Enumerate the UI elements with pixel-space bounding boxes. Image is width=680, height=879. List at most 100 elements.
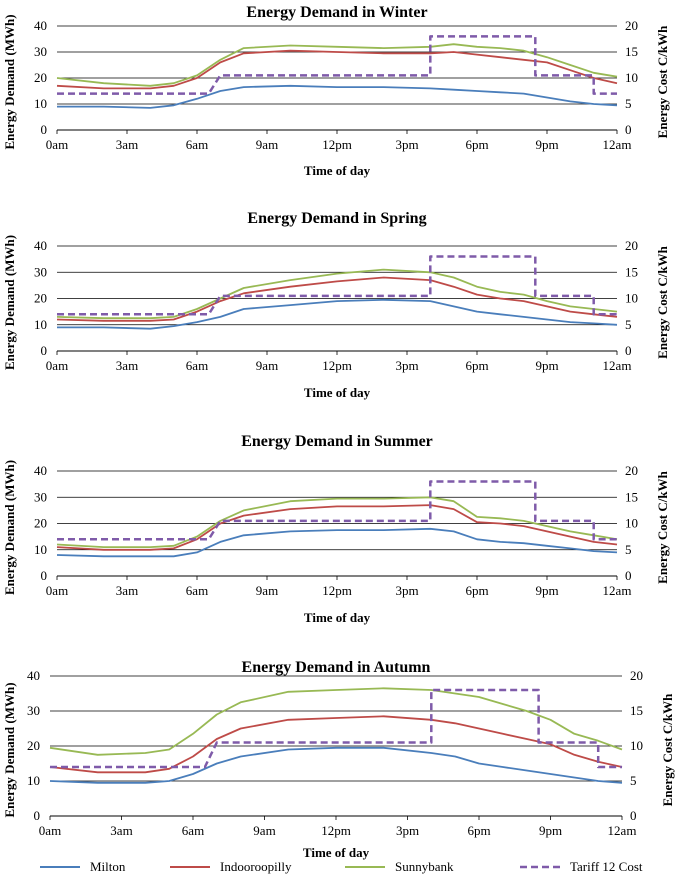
x-tick-label: 9pm (535, 583, 558, 598)
y-tick-label: 40 (34, 463, 47, 478)
series-line-indooroopilly (56, 504, 618, 551)
x-tick-label: 12am (608, 823, 637, 838)
y2-tick-label: 15 (625, 264, 638, 279)
y2-axis-label: Energy Cost C/kWh (655, 245, 670, 358)
y2-tick-label: 10 (625, 291, 638, 306)
y2-tick-label: 0 (630, 808, 637, 823)
y2-axis-label: Energy Cost C/kWh (660, 693, 675, 806)
y2-axis-label: Energy Cost C/kWh (655, 25, 670, 138)
y2-tick-label: 0 (625, 568, 632, 583)
y-tick-label: 10 (27, 773, 40, 788)
legend-label: Milton (90, 859, 126, 874)
x-tick-label: 6am (186, 583, 208, 598)
x-tick-label: 12pm (322, 583, 352, 598)
series-line-tariff-12-cost (57, 35, 617, 95)
series-line-sunnybank (49, 687, 623, 756)
chart-panel-1: Energy Demand in Spring 0 10 20 30 40 0 5 10 15 20… (2, 210, 670, 400)
x-axis-label: Time of day (304, 385, 371, 400)
y2-tick-label: 5 (625, 96, 632, 111)
x-tick-label: 0am (46, 358, 68, 373)
x-tick-label: 9pm (535, 358, 558, 373)
legend-label: Tariff 12 Cost (570, 859, 643, 874)
series-line-sunnybank (56, 268, 618, 320)
x-tick-label: 9am (256, 137, 278, 152)
series-line-sunnybank (56, 496, 618, 548)
x-tick-label: 6pm (465, 137, 488, 152)
y-tick-label: 30 (34, 264, 47, 279)
x-tick-label: 0am (46, 583, 68, 598)
x-tick-label: 3pm (396, 823, 419, 838)
chart-title: Energy Demand in Summer (241, 433, 433, 450)
y2-tick-label: 15 (625, 44, 638, 59)
x-tick-label: 9pm (535, 137, 558, 152)
series-line-milton (56, 527, 618, 558)
y-tick-label: 10 (34, 317, 47, 332)
series-line-tariff-12-cost (57, 480, 617, 541)
y2-tick-label: 20 (625, 18, 638, 33)
series-line-milton (57, 298, 618, 330)
y-tick-label: 10 (34, 96, 47, 111)
x-tick-label: 6pm (465, 358, 488, 373)
y2-tick-label: 10 (630, 738, 643, 753)
y-tick-label: 0 (41, 343, 48, 358)
legend-label: Sunnybank (395, 859, 454, 874)
series-line-indooroopilly (49, 715, 623, 774)
x-axis-label: Time of day (303, 845, 370, 860)
y-tick-label: 40 (27, 668, 40, 683)
y-tick-label: 0 (34, 808, 41, 823)
chart-panel-2: Energy Demand in Summer 0 10 20 30 40 0 5 10 15 20… (2, 433, 670, 625)
y-tick-label: 20 (34, 291, 47, 306)
y2-tick-label: 15 (625, 489, 638, 504)
y2-tick-label: 10 (625, 70, 638, 85)
y-tick-label: 40 (34, 18, 47, 33)
y-tick-label: 0 (41, 122, 48, 137)
x-tick-label: 6am (186, 137, 208, 152)
y2-tick-label: 0 (625, 343, 632, 358)
y-axis-label: Energy Demand (MWh) (2, 460, 17, 595)
x-tick-label: 0am (39, 823, 61, 838)
x-tick-label: 9am (253, 823, 275, 838)
x-tick-label: 12am (603, 358, 632, 373)
x-tick-label: 6pm (467, 823, 490, 838)
y2-tick-label: 5 (625, 317, 632, 332)
x-tick-label: 3pm (395, 583, 418, 598)
x-tick-label: 9am (256, 358, 278, 373)
x-tick-label: 12pm (322, 137, 352, 152)
x-tick-label: 9am (256, 583, 278, 598)
y-tick-label: 20 (34, 70, 47, 85)
legend: Milton Indooroopilly Sunnybank Tariff 12 Co… (40, 859, 643, 874)
legend-label: Indooroopilly (220, 859, 292, 874)
series-line-indooroopilly (56, 49, 618, 90)
x-tick-label: 3am (110, 823, 132, 838)
x-axis-label: Time of day (304, 610, 371, 625)
chart-title: Energy Demand in Spring (247, 210, 426, 227)
x-tick-label: 3am (116, 583, 138, 598)
chart-title: Energy Demand in Winter (246, 4, 427, 21)
y2-tick-label: 15 (630, 703, 643, 718)
y-axis-label: Energy Demand (MWh) (2, 235, 17, 370)
chart-panel-3: Energy Demand in Autumn 0 10 20 30 40 0 5 10 15 20… (2, 659, 675, 860)
y-tick-label: 20 (34, 516, 47, 531)
series-line-tariff-12-cost (50, 688, 622, 769)
y2-tick-label: 20 (625, 463, 638, 478)
chart-title: Energy Demand in Autumn (242, 659, 431, 676)
chart-panel-0: Energy Demand in Winter 0 10 20 30 40 0 5 10 15 20… (2, 4, 670, 178)
series-line-indooroopilly (56, 276, 618, 322)
y-axis-label: Energy Demand (MWh) (2, 14, 17, 149)
y2-tick-label: 20 (630, 668, 643, 683)
x-axis-label: Time of day (304, 163, 371, 178)
y-tick-label: 30 (34, 489, 47, 504)
x-tick-label: 3pm (395, 137, 418, 152)
series-line-tariff-12-cost (57, 255, 617, 316)
y-tick-label: 20 (27, 738, 40, 753)
y-tick-label: 0 (41, 568, 48, 583)
x-tick-label: 12am (603, 583, 632, 598)
y2-tick-label: 10 (625, 516, 638, 531)
y-tick-label: 40 (34, 238, 47, 253)
x-tick-label: 3am (116, 137, 138, 152)
y2-tick-label: 5 (630, 773, 637, 788)
series-line-milton (57, 84, 618, 109)
x-tick-label: 12pm (321, 823, 351, 838)
x-tick-label: 6pm (465, 583, 488, 598)
